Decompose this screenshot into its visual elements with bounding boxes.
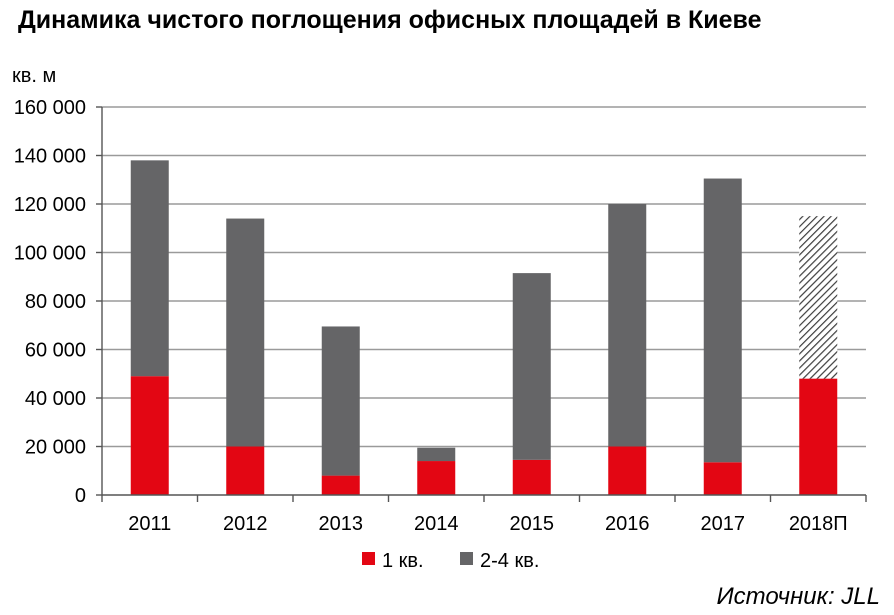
y-tick-label: 160 000	[14, 97, 86, 119]
bar-segment	[608, 446, 647, 495]
bar-segment	[703, 462, 742, 495]
y-tick-label: 0	[75, 485, 86, 507]
y-tick-label: 20 000	[25, 437, 86, 459]
x-tick-label: 2013	[319, 513, 364, 535]
y-tick-label: 140 000	[14, 146, 86, 168]
legend-label: 1 кв.	[382, 550, 424, 572]
legend-label: 2-4 кв.	[480, 550, 539, 572]
bar-segment	[512, 273, 551, 460]
x-tick-label: 2017	[701, 513, 746, 535]
bar-segment	[703, 178, 742, 463]
bar-segment	[321, 326, 360, 476]
bar-segment	[799, 378, 838, 495]
gridlines	[102, 106, 866, 448]
legend-swatch	[362, 552, 375, 565]
x-axis: 2011 2012 2013 2014 2015 2016 2017 2018П	[101, 107, 867, 535]
y-axis-ticks: 0 20 000 40 000 60 000 80 000 100 000 120 000 1…	[14, 97, 102, 507]
x-tick-label: 2011	[128, 513, 171, 535]
bar-segment	[226, 446, 265, 495]
bar-segment	[226, 218, 265, 447]
y-tick-label: 80 000	[25, 291, 86, 313]
legend-swatch	[460, 552, 473, 565]
y-tick-label: 120 000	[14, 194, 86, 216]
bar-segment	[608, 204, 647, 447]
source-note: Источник: JLL	[716, 583, 881, 610]
bar-segment	[130, 160, 169, 377]
chart-title: Динамика чистого поглощения офисных площ…	[18, 6, 762, 34]
legend: 1 кв. 2-4 кв.	[362, 550, 539, 572]
bar-segment	[799, 216, 838, 379]
x-tick-label: 2018П	[789, 513, 848, 535]
bar-segment	[130, 376, 169, 495]
bar-segment	[417, 461, 456, 495]
y-tick-label: 60 000	[25, 340, 86, 362]
x-tick-label: 2012	[223, 513, 268, 535]
bar-segment	[417, 447, 456, 462]
x-tick-label: 2014	[414, 513, 459, 535]
bars	[130, 160, 838, 495]
y-tick-label: 100 000	[14, 243, 86, 265]
bar-segment	[512, 459, 551, 495]
x-tick-label: 2015	[510, 513, 555, 535]
y-tick-label: 40 000	[25, 388, 86, 410]
x-tick-label: 2016	[605, 513, 650, 535]
y-axis-unit-label: кв. м	[12, 65, 56, 87]
bar-segment	[321, 475, 360, 495]
